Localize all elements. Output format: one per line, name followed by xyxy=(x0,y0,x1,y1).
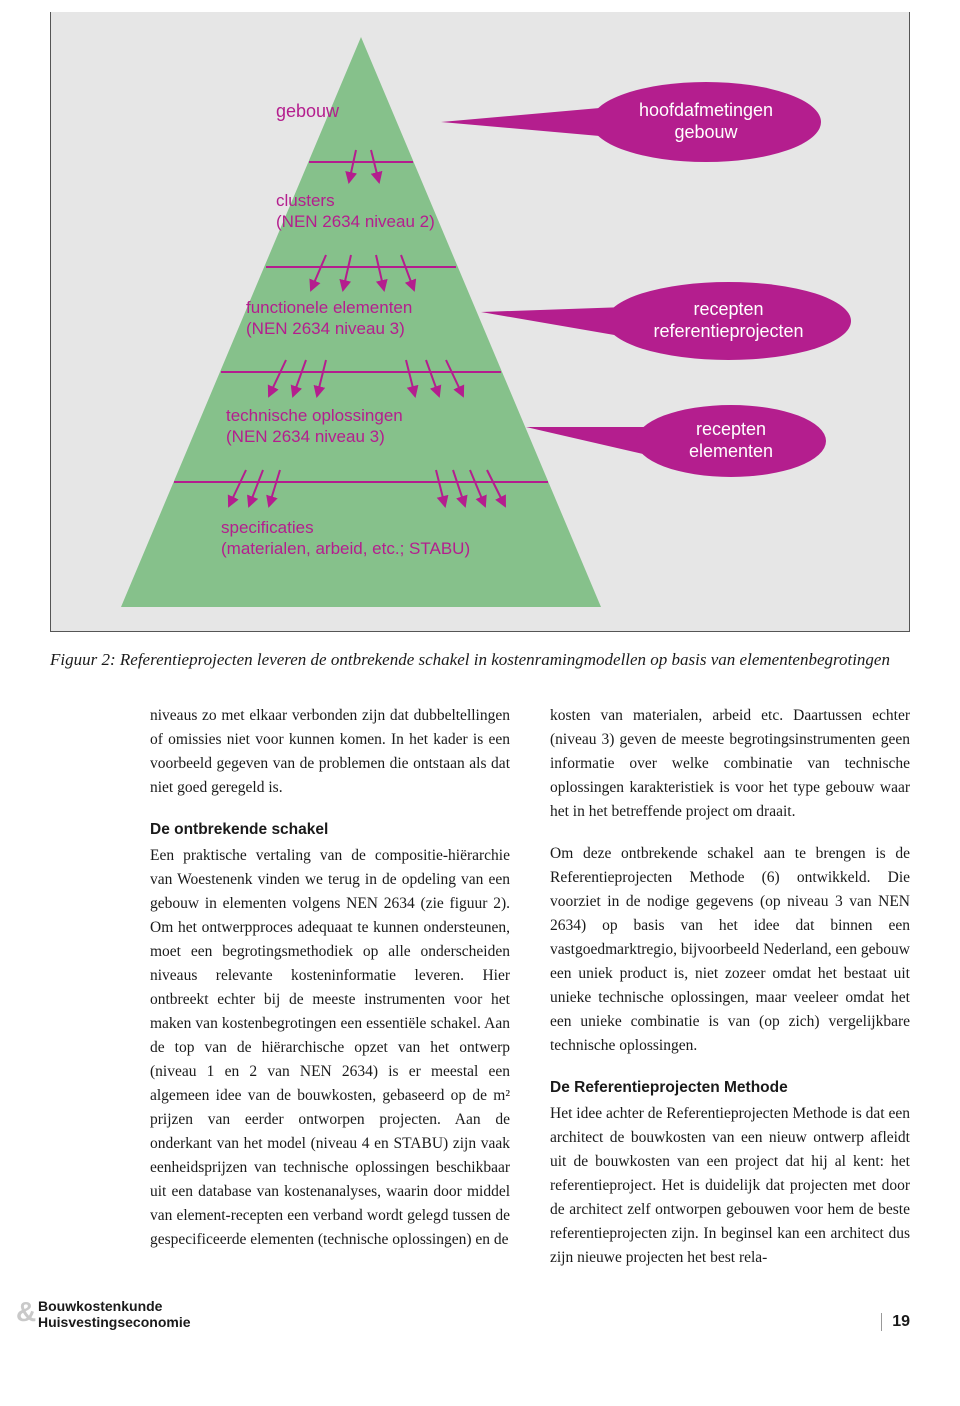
column-left: niveaus zo met elkaar verbonden zijn dat… xyxy=(150,704,510,1270)
bubble-text: elementen xyxy=(689,441,773,461)
pyr-label-text: technische oplossingen xyxy=(226,406,403,425)
bubble-text: gebouw xyxy=(674,122,737,142)
bubble-hoofdafmetingen: hoofdafmetingen gebouw xyxy=(591,82,821,162)
paragraph: Het idee achter de Referentieprojecten M… xyxy=(550,1102,910,1270)
pyr-level-0: gebouw xyxy=(276,100,339,123)
bubble-text: recepten xyxy=(693,299,763,319)
figure-panel: hoofdafmetingen gebouw recepten referent… xyxy=(50,12,910,632)
bubble-text: referentieprojecten xyxy=(653,321,803,341)
column-right: kosten van materialen, arbeid etc. Daart… xyxy=(550,704,910,1270)
bubble-text: hoofdafmetingen xyxy=(639,100,773,120)
pyr-label-text: clusters xyxy=(276,191,335,210)
paragraph: niveaus zo met elkaar verbonden zijn dat… xyxy=(150,704,510,800)
pyr-label-text: functionele elementen xyxy=(246,298,412,317)
page-number: 19 xyxy=(881,1313,910,1331)
heading-methode: De Referentieprojecten Methode xyxy=(550,1076,910,1100)
paragraph: Een praktische vertaling van de composit… xyxy=(150,844,510,1252)
bubble-recepten-elem: recepten elementen xyxy=(636,405,826,477)
pyr-label-nen: (NEN 2634 niveau 3) xyxy=(226,427,385,446)
ampersand-icon: & xyxy=(16,1296,36,1328)
bubble-recepten-ref: recepten referentieprojecten xyxy=(606,282,851,360)
brand-line1: Bouwkostenkunde xyxy=(38,1298,162,1314)
brand-line2: Huisvestingseconomie xyxy=(38,1314,191,1330)
pyr-label-text: gebouw xyxy=(276,101,339,121)
pyr-label-nen: (NEN 2634 niveau 2) xyxy=(276,212,435,231)
body-columns: niveaus zo met elkaar verbonden zijn dat… xyxy=(150,704,910,1270)
pyr-level-3: technische oplossingen (NEN 2634 niveau … xyxy=(226,405,403,448)
pyr-label-nen: (materialen, arbeid, etc.; STABU) xyxy=(221,539,470,558)
pyr-label-text: specificaties xyxy=(221,518,314,537)
paragraph: Om deze ontbrekende schakel aan te breng… xyxy=(550,842,910,1058)
pyr-level-4: specificaties (materialen, arbeid, etc.;… xyxy=(221,517,470,560)
heading-schakel: De ontbrekende schakel xyxy=(150,818,510,842)
pyr-level-2: functionele elementen (NEN 2634 niveau 3… xyxy=(246,297,412,340)
paragraph: kosten van materialen, arbeid etc. Daart… xyxy=(550,704,910,824)
page-footer: & Bouwkostenkunde Huisvestingseconomie 1… xyxy=(0,1270,960,1348)
brand-block: & Bouwkostenkunde Huisvestingseconomie xyxy=(20,1298,191,1330)
pyr-level-1: clusters (NEN 2634 niveau 2) xyxy=(276,190,435,233)
pyr-label-nen: (NEN 2634 niveau 3) xyxy=(246,319,405,338)
figure-caption: Figuur 2: Referentieprojecten leveren de… xyxy=(50,650,910,670)
bubble-text: recepten xyxy=(696,419,766,439)
